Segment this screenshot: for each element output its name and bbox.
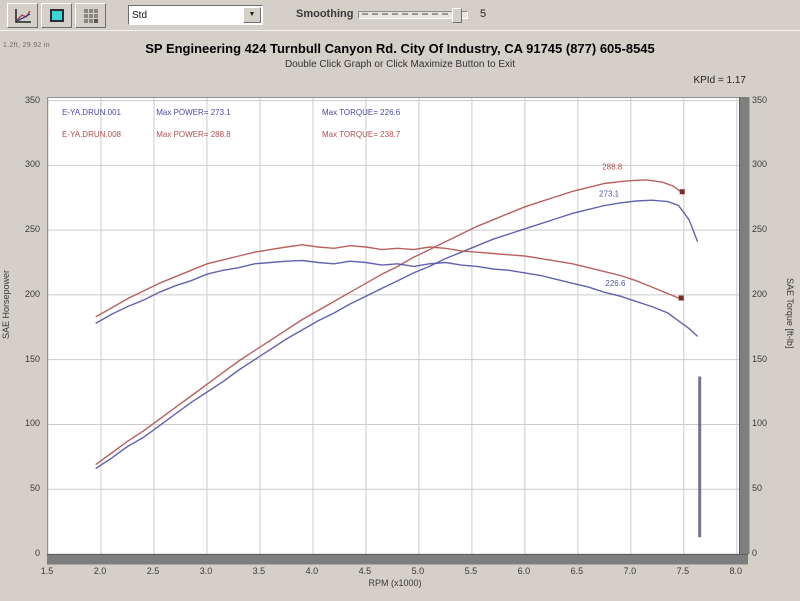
screen-icon — [48, 8, 66, 24]
y-tick-label-right: 350 — [752, 94, 768, 105]
x-axis-title: RPM (x1000) — [368, 578, 422, 588]
run-end-marker — [678, 295, 684, 301]
torque-run-001 — [95, 259, 699, 337]
x-tick-label: 3.0 — [199, 566, 213, 576]
y-tick-label-left: 50 — [29, 483, 40, 494]
legend-run-008: E-YA.DRUN.008 Max POWER= 288.8 Max TORQU… — [62, 130, 682, 139]
correction-factor: KPId = 1.17 — [693, 75, 746, 86]
slider-ticks — [362, 13, 458, 15]
horizontal-scrollbar[interactable] — [47, 554, 748, 565]
y-tick-label-left: 0 — [34, 548, 40, 558]
slider-groove — [358, 11, 468, 19]
subtitle: Double Click Graph or Click Maximize But… — [284, 59, 516, 70]
units-dropdown-value: Std — [132, 9, 148, 21]
legend-max-power: Max POWER= 273.1 — [156, 108, 231, 117]
y-tick-label-left: 300 — [24, 159, 40, 170]
torque-run-008 — [95, 244, 685, 318]
y-tick-label-right: 100 — [752, 418, 768, 429]
curve-peak-label: 273.1 — [599, 189, 620, 198]
y-tick-label-right: 150 — [752, 353, 768, 364]
legend-file-name: E-YA.DRUN.001 — [62, 108, 121, 117]
y-tick-label-left: 350 — [24, 94, 40, 105]
units-dropdown[interactable]: Std ▼ — [128, 5, 263, 25]
environment-info: 1.2ft, 29.92 in — [3, 42, 50, 49]
y-tick-label-left: 100 — [24, 418, 40, 429]
x-tick-label: 1.5 — [40, 566, 54, 576]
legend-file-name: E-YA.DRUN.008 — [62, 130, 121, 139]
line-chart-icon — [14, 8, 32, 24]
legend-max-torque: Max TORQUE= 226.6 — [322, 108, 401, 117]
dyno-plot[interactable]: 288.8 273.1 226.6 — [47, 97, 741, 555]
run-end-marker — [679, 189, 685, 195]
smoothing-value: 5 — [480, 8, 487, 20]
grid-icon — [82, 8, 100, 24]
legend-max-torque: Max TORQUE= 238.7 — [322, 130, 401, 139]
x-tick-label: 8.0 — [729, 566, 743, 576]
y-tick-label-left: 250 — [24, 224, 40, 235]
slider-thumb[interactable] — [452, 8, 462, 23]
y-tick-label-right: 300 — [752, 159, 768, 170]
smoothing-slider[interactable] — [358, 7, 468, 23]
y-tick-label-left: 150 — [24, 353, 40, 364]
y-tick-label-right: 50 — [752, 483, 763, 494]
x-tick-label: 6.0 — [517, 566, 531, 576]
x-tick-label: 7.5 — [676, 566, 690, 576]
x-tick-label: 2.0 — [93, 566, 107, 576]
x-tick-label: 4.5 — [358, 566, 372, 576]
legend-max-power: Max POWER= 288.8 — [156, 130, 231, 139]
y-tick-label-right: 0 — [752, 548, 758, 558]
x-tick-label: 7.0 — [623, 566, 637, 576]
smoothing-label: Smoothing — [296, 8, 354, 20]
curve-peak-label: 288.8 — [602, 162, 623, 171]
toolbar: Std ▼ Smoothing 5 — [0, 0, 800, 31]
power-run-001 — [95, 199, 699, 470]
y-tick-label-right: 200 — [752, 288, 768, 299]
x-tick-label: 5.0 — [411, 566, 425, 576]
chevron-down-icon[interactable]: ▼ — [243, 7, 261, 23]
x-tick-label: 5.5 — [464, 566, 478, 576]
y-tick-label-right: 250 — [752, 224, 768, 235]
page-title: SP Engineering 424 Turnbull Canyon Rd. C… — [145, 41, 655, 56]
x-tick-label: 2.5 — [146, 566, 160, 576]
settings-button[interactable] — [75, 3, 106, 28]
x-tick-label: 4.0 — [305, 566, 319, 576]
maximize-graph-button[interactable] — [41, 3, 72, 28]
right-axis-title: SAE Torque [ft-lb] — [785, 278, 795, 349]
curve-peak-label: 226.6 — [605, 279, 626, 288]
y-tick-label-left: 200 — [24, 288, 40, 299]
x-tick-label: 6.5 — [570, 566, 584, 576]
vertical-scrollbar[interactable] — [739, 97, 750, 554]
graph-view-button[interactable] — [7, 3, 38, 28]
legend-run-001: E-YA.DRUN.001 Max POWER= 273.1 Max TORQU… — [62, 108, 682, 117]
power-run-008 — [95, 179, 685, 466]
left-axis-title: SAE Horsepower — [1, 270, 11, 340]
x-tick-label: 3.5 — [252, 566, 266, 576]
